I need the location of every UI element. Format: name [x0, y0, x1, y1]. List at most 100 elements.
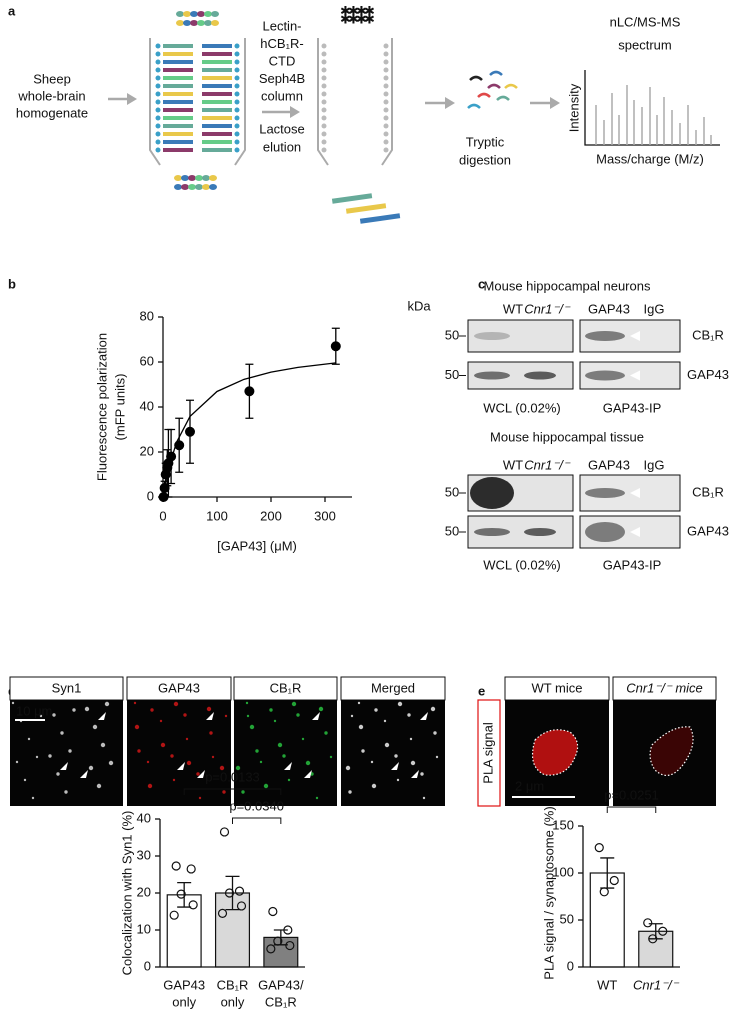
puncta: [301, 737, 305, 741]
puncta: [273, 719, 277, 723]
bead: [321, 91, 327, 97]
puncta: [60, 731, 64, 735]
band: [585, 488, 625, 498]
data-point: [169, 910, 179, 920]
puncta: [384, 742, 390, 748]
bead: [234, 115, 240, 121]
label: Seph4B: [259, 71, 305, 86]
bead: [321, 51, 327, 57]
bead: [155, 99, 161, 105]
data-point: [599, 887, 609, 897]
bead: [234, 59, 240, 65]
puncta: [430, 706, 436, 712]
puncta: [170, 754, 174, 758]
bead: [383, 67, 389, 73]
data-point: [283, 925, 293, 935]
puncta: [422, 796, 426, 800]
label: spectrum: [618, 37, 671, 52]
point: [174, 440, 185, 451]
puncta: [72, 708, 76, 712]
rod: [202, 68, 232, 72]
protein: [204, 11, 212, 17]
error-bar: [177, 881, 192, 908]
puncta: [358, 724, 364, 730]
x-tick-label: 300: [314, 508, 336, 523]
data-point: [594, 843, 604, 853]
label: 50: [445, 484, 459, 499]
label: GAP43: [588, 457, 630, 472]
puncta: [433, 731, 437, 735]
column-wall: [317, 38, 393, 166]
rod: [163, 108, 193, 112]
data-point: [188, 900, 198, 910]
label: IgG: [644, 301, 665, 316]
bead: [383, 43, 389, 49]
bead: [383, 99, 389, 105]
protein: [202, 175, 210, 181]
y-tick-label: 80: [140, 308, 154, 323]
label: GAP43: [158, 680, 200, 695]
x-tick-label: WT: [597, 977, 617, 992]
puncta: [209, 731, 213, 735]
y-tick-label: 0: [147, 488, 154, 503]
bead: [383, 131, 389, 137]
significance-bracket: [232, 817, 282, 824]
y-axis-label: PLA signal / synaptosome (%): [541, 806, 556, 979]
bead: [234, 75, 240, 81]
bead: [383, 83, 389, 89]
puncta: [410, 760, 416, 766]
y-axis-label: Fluorescence polarization: [94, 333, 109, 481]
bead: [155, 83, 161, 89]
label: GAP43-IP: [603, 557, 662, 572]
data-point: [236, 901, 247, 911]
sugar: ✱: [364, 3, 375, 18]
puncta: [23, 778, 27, 782]
puncta: [52, 713, 56, 717]
bead: [383, 139, 389, 145]
puncta: [420, 772, 424, 776]
puncta: [318, 706, 324, 712]
label: Cnr1⁻/⁻: [524, 301, 571, 316]
data-point: [171, 861, 181, 871]
rod: [359, 213, 401, 224]
sugar: ✱: [340, 11, 351, 26]
rod: [202, 84, 232, 88]
sugar: ✱: [340, 3, 351, 18]
puncta: [198, 796, 202, 800]
bead: [155, 123, 161, 129]
puncta: [31, 796, 35, 800]
label: Mass/charge (M/z): [596, 151, 704, 166]
sugar: ✱: [348, 3, 359, 18]
puncta: [100, 742, 106, 748]
rod: [202, 124, 232, 128]
label: Merged: [371, 680, 415, 695]
pla-blob: [649, 726, 694, 777]
band: [474, 528, 510, 536]
x-tick-label: 0: [159, 508, 166, 523]
puncta: [35, 755, 39, 759]
sugar: ✱: [356, 3, 367, 18]
band: [524, 528, 556, 536]
label: 50: [445, 367, 459, 382]
rod: [202, 116, 232, 120]
band: [524, 371, 556, 380]
label: Intensity: [566, 83, 581, 132]
arrowhead: [177, 762, 185, 770]
puncta: [370, 760, 374, 764]
data-point: [609, 875, 619, 886]
y-tick-label: 150: [552, 817, 574, 832]
bead: [383, 115, 389, 121]
rod: [202, 60, 232, 64]
label: 2 μm: [515, 778, 544, 793]
bead: [234, 107, 240, 113]
label: CB₁R: [692, 327, 724, 342]
y-tick-label: 10: [137, 921, 151, 936]
data-point: [224, 888, 235, 898]
data-point: [176, 889, 186, 899]
fragment: [477, 92, 491, 98]
blot: [467, 319, 574, 353]
micrograph: [127, 700, 231, 806]
data-point: [648, 934, 658, 944]
data-point: [658, 926, 668, 936]
protein: [176, 20, 184, 26]
